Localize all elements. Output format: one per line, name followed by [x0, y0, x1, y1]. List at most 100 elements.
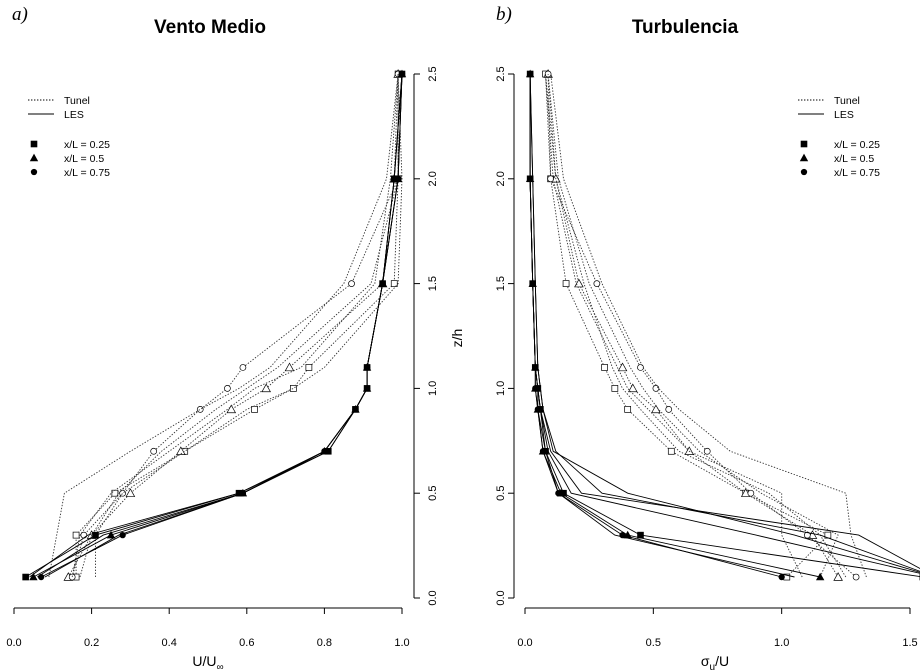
panel-a-legend-marker-2: [30, 168, 38, 176]
panel-a-series-tunel-2-marker-7: [348, 280, 355, 287]
panel-b-legend-marker-label-2: x/L = 0.75: [834, 167, 880, 179]
panel-a-series-tunel-1: [63, 69, 403, 581]
panel-a-series-les-12-line: [44, 73, 403, 578]
panel-a-legend-marker-label-0: x/L = 0.25: [64, 139, 110, 151]
panel-b-y-tick-label-5: 2.5: [495, 66, 507, 81]
panel-a-legend-label-1: LES: [64, 109, 84, 121]
panel-b-series-tunel-0-line: [545, 73, 829, 578]
panel-b-series-tunel-1-marker-7: [574, 278, 584, 288]
panel-b-xlabel: σu/U: [701, 653, 729, 672]
panel-a-series-tunel-0-marker-6: [305, 364, 313, 371]
panel-b-letter: b): [496, 4, 512, 25]
panel-a-series-tunel-3: [48, 73, 399, 578]
panel-a-series-tunel-6-line: [71, 73, 399, 578]
panel-b-x-tick-label-0: 0.0: [517, 637, 532, 649]
panel-a-series-tunel-2-marker-4: [196, 406, 204, 413]
panel-b-series-tunel-1-marker-6: [617, 362, 628, 372]
panel-a-series-tunel-0-marker-1: [72, 531, 80, 539]
panel-a-series-tunel-2-marker-5: [224, 385, 231, 392]
panel-b-series-les-8-marker-0: [815, 572, 825, 581]
panel-a-x-tick-label-4: 0.8: [317, 637, 332, 649]
panel-b-series-tunel-2-marker-4: [665, 406, 673, 413]
panel-a-series-tunel-6: [71, 73, 399, 578]
panel-a-series-tunel-2-marker-6: [239, 364, 247, 371]
panel-b-legend: Tunel LES x/L = 0.25 x/L = 0.5 x/L = 0.75: [798, 95, 880, 179]
panel-a-y-tick-label-5: 2.5: [427, 66, 439, 81]
panel-b-series-les-8-line: [529, 74, 821, 578]
panel-a-series-tunel-4-line: [95, 73, 403, 577]
panel-b-series-tunel-5-line: [547, 73, 839, 578]
panel-a-x-tick-label-5: 1.0: [394, 637, 409, 649]
panel-b-x-tick-label-3: 1.5: [902, 637, 917, 649]
panel-b-series-tunel-2-marker-1: [803, 531, 811, 539]
panel-b-y-tick-label-2: 1.0: [495, 381, 507, 396]
panel-b-legend-marker-item-1: [799, 153, 809, 162]
panel-a-series-tunel-0-line: [75, 74, 399, 577]
panel-a-series-tunel-1-marker-4: [226, 404, 237, 414]
panel-b-series-tunel-6-line: [545, 73, 847, 578]
panel-b-series-tunel-4: [545, 73, 803, 578]
panel-a-legend: Tunel LES x/L = 0.25 x/L = 0.5 x/L = 0.75: [28, 95, 110, 179]
panel-a-y-tick-label-2: 1.0: [427, 381, 439, 396]
panel-a-legend-marker-item-1: [29, 153, 39, 162]
panel-a-xlabel: U/U∞: [192, 653, 223, 672]
panel-b-title: Turbulencia: [632, 17, 739, 38]
panel-b-series-les-9-line: [529, 74, 782, 578]
panel-a-series-tunel-5: [79, 73, 403, 578]
panel-a-legend-label-0: Tunel: [64, 95, 90, 107]
panel-a-series-tunel-5-line: [79, 73, 403, 578]
panel-b-series-les-13-line: [529, 74, 795, 578]
panel-b-series-tunel-2-marker-8: [547, 175, 555, 183]
panel-b-series-tunel-0: [542, 70, 832, 581]
panel-b-series-les-14-line: [529, 73, 920, 573]
panel-b-series-tunel-1-marker-5: [628, 383, 638, 393]
panel-b-series-tunel-3: [550, 73, 867, 578]
panel-b-series-tunel-5: [547, 73, 839, 578]
panel-a-series-tunel-1-marker-5: [261, 383, 271, 393]
panel-b-series-tunel-0-marker-6: [601, 364, 608, 371]
panel-b-series-tunel-3-line: [550, 73, 867, 578]
panel-b-series-tunel-0-marker-3: [667, 447, 675, 455]
panel-a-x-tick-label-3: 0.6: [239, 637, 254, 649]
panel-b-series-tunel-2: [544, 70, 860, 581]
panel-a-x-tick-label-1: 0.2: [84, 637, 99, 649]
panel-b-y-tick-label-0: 0.0: [495, 590, 507, 605]
panel-b-series: [525, 69, 920, 581]
panel-b-legend-marker-item-0: [800, 140, 808, 148]
panel-a-series-tunel-0: [72, 70, 402, 581]
panel-b-series-tunel-1-marker-0: [833, 572, 843, 581]
panel-a-legend-marker-0: [30, 140, 38, 148]
panel-b-series-les-14: [529, 73, 920, 573]
panel-a-series-tunel-1-line: [67, 73, 399, 578]
panel-a-series-tunel-2-marker-3: [150, 447, 158, 455]
panel-a-series-tunel-0-marker-7: [390, 280, 398, 287]
panel-b-series-tunel-0-marker-7: [562, 280, 570, 287]
panel-vento-medio: a) Vento Medio 0.0 0.2 0.4 0.6 0.8 1.0 0.0 0.5 1…: [6, 4, 465, 672]
panel-b-series-les-9-marker-0: [778, 573, 785, 581]
panel-a-x-tick-label-0: 0.0: [6, 637, 21, 649]
panel-a-legend-marker-item-0: [30, 140, 38, 148]
panel-a-series-tunel-2-marker-0: [68, 573, 76, 581]
panel-a-series-les-12: [44, 73, 403, 578]
panel-a-y-tick-label-1: 0.5: [427, 486, 439, 501]
panel-b-y-tick-label-4: 2.0: [495, 171, 507, 186]
panel-b-series-tunel-2-marker-2: [747, 489, 755, 497]
panel-a-y-tick-label-4: 2.0: [427, 171, 439, 186]
panel-b-legend-marker-item-2: [800, 168, 808, 176]
panel-a-series: [22, 69, 407, 581]
panel-b-series-tunel-6: [545, 73, 847, 578]
panel-b-series-tunel-2-marker-5: [652, 385, 660, 392]
panel-a-series-tunel-1-marker-6: [284, 362, 295, 372]
panel-a-title: Vento Medio: [154, 17, 266, 38]
panel-a-series-tunel-0-marker-5: [290, 385, 297, 392]
panel-a-legend-marker-item-2: [30, 168, 38, 176]
panel-a-letter: a): [12, 4, 28, 25]
panel-b-x-tick-label-2: 1.0: [774, 637, 789, 649]
panel-a-series-tunel-1-marker-2: [125, 488, 136, 497]
panel-a-legend-marker-label-2: x/L = 0.75: [64, 167, 110, 179]
panel-b-series-tunel-0-marker-4: [624, 406, 632, 413]
panel-b-series-tunel-1-line: [547, 73, 839, 578]
panel-b-legend-label-1: LES: [834, 109, 854, 121]
panel-b-legend-marker-1: [799, 153, 809, 162]
panel-b-series-les-8: [525, 69, 825, 581]
